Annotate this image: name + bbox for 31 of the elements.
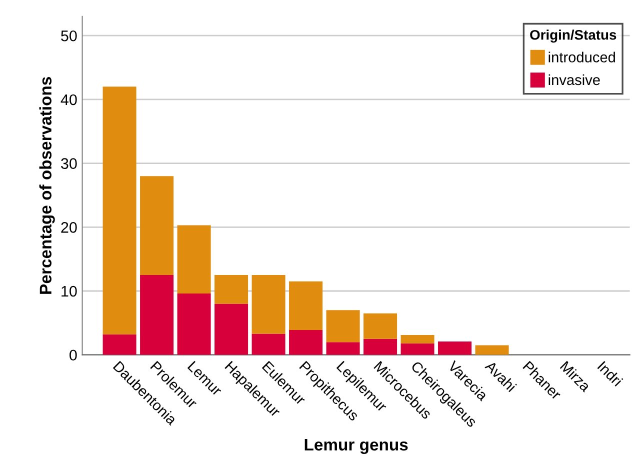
- bar: [326, 310, 360, 342]
- bar: [140, 176, 174, 276]
- y-tick-label: 10: [62, 286, 77, 297]
- legend-title: Origin/Status: [530, 30, 616, 43]
- x-axis-title: Lemur genus: [304, 438, 408, 454]
- bar: [289, 330, 323, 355]
- y-tick-label: 30: [61, 158, 77, 169]
- bar: [140, 275, 174, 355]
- bar: [475, 345, 509, 355]
- bar: [214, 275, 248, 304]
- bar: [252, 334, 286, 355]
- bar: [102, 86, 136, 334]
- bar: [177, 294, 211, 355]
- y-tick-label: 0: [70, 350, 77, 361]
- y-tick-label: 50: [61, 30, 77, 42]
- bar: [438, 341, 472, 355]
- bar: [289, 281, 323, 330]
- bar: [364, 313, 398, 339]
- bar: [364, 338, 398, 355]
- bar: [214, 304, 248, 355]
- bar: [177, 225, 211, 294]
- bar: [400, 343, 434, 355]
- y-tick-label: 40: [60, 94, 77, 106]
- bar: [252, 275, 286, 334]
- legend-label: invasive: [548, 74, 600, 86]
- bar: [102, 334, 136, 355]
- y-axis-title: Percentage of observations: [39, 77, 55, 294]
- bar: [400, 335, 434, 344]
- bar: [326, 342, 360, 355]
- y-tick-label: 20: [61, 222, 77, 233]
- legend-label: introduced: [548, 52, 615, 62]
